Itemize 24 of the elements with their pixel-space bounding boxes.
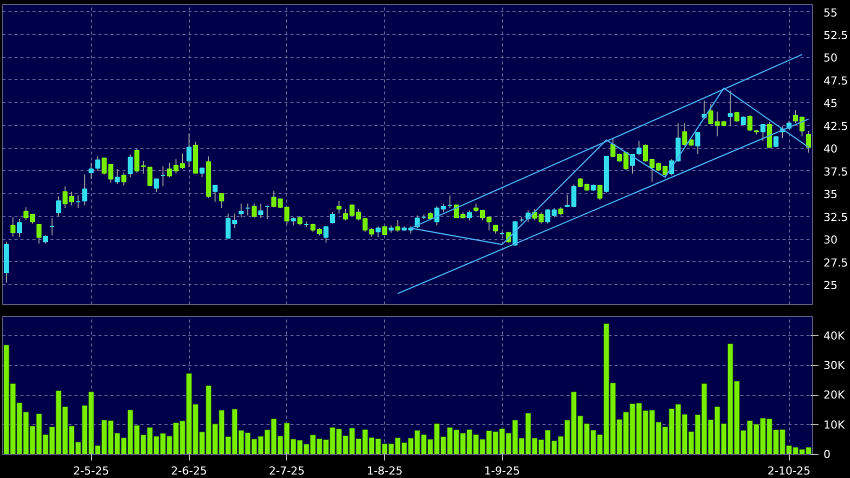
y-tick-label: 30	[824, 234, 838, 247]
y-tick-label: 55	[824, 6, 838, 20]
x-tick-label: 2-10-25	[768, 464, 810, 478]
x-tick-label: 1-9-25	[484, 464, 520, 478]
x-tick-label: 2-7-25	[268, 464, 305, 478]
y-tick-label: 40K	[824, 329, 846, 342]
y-tick-label: 52.5	[824, 29, 848, 42]
x-tick-label: 1-8-25	[366, 464, 403, 478]
y-tick-label: 30K	[824, 358, 846, 372]
y-tick-label: 40	[824, 142, 838, 156]
y-tick-label: 35	[824, 188, 838, 202]
y-tick-label: 0	[824, 448, 830, 461]
y-tick-label: 50	[824, 52, 838, 65]
y-tick-label: 45	[824, 97, 838, 110]
x-tick-label: 2-5-25	[73, 464, 110, 478]
x-tick-label: 2-6-25	[171, 464, 207, 478]
y-tick-label: 37.5	[824, 165, 848, 178]
y-tick-label: 20K	[824, 388, 846, 402]
y-tick-label: 10K	[824, 418, 846, 432]
y-tick-label: 42.5	[824, 120, 848, 133]
y-tick-label: 25	[824, 279, 838, 292]
y-tick-label: 47.5	[824, 74, 848, 88]
y-tick-label: 32.5	[824, 210, 848, 224]
y-tick-label: 27.5	[824, 256, 848, 270]
